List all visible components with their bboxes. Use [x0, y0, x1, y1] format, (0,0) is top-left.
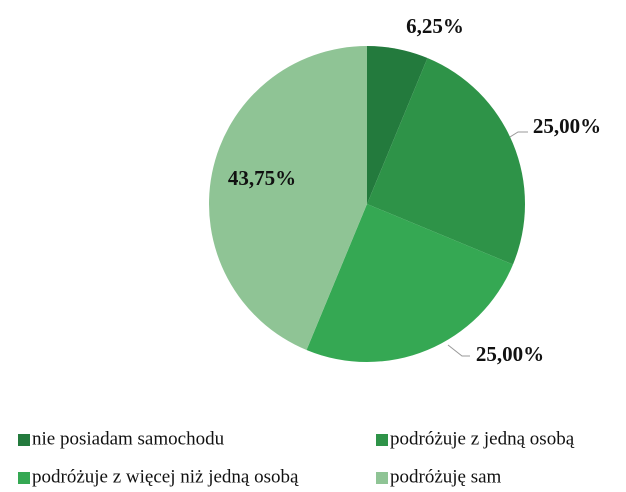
- leader-line: [447, 344, 470, 357]
- legend-label: nie posiadam samochodu: [32, 428, 225, 449]
- data-label: 25,00%: [476, 342, 544, 366]
- data-label: 25,00%: [533, 114, 601, 138]
- pie-slice: [306, 204, 513, 362]
- legend-swatch: [376, 434, 388, 446]
- data-label: 43,75%: [228, 166, 296, 190]
- pie-slice: [367, 46, 428, 204]
- legend-swatch: [18, 472, 30, 484]
- legend-label: podróżuje z więcej niż jedną osobą: [32, 466, 299, 487]
- pie-slice: [367, 58, 525, 265]
- legend-swatch: [376, 472, 388, 484]
- pie-slice: [209, 46, 367, 350]
- legend-swatch: [18, 434, 30, 446]
- legend-label: podróżuję sam: [390, 466, 502, 487]
- legend-label: podróżuje z jedną osobą: [390, 428, 575, 449]
- data-label: 6,25%: [406, 14, 464, 38]
